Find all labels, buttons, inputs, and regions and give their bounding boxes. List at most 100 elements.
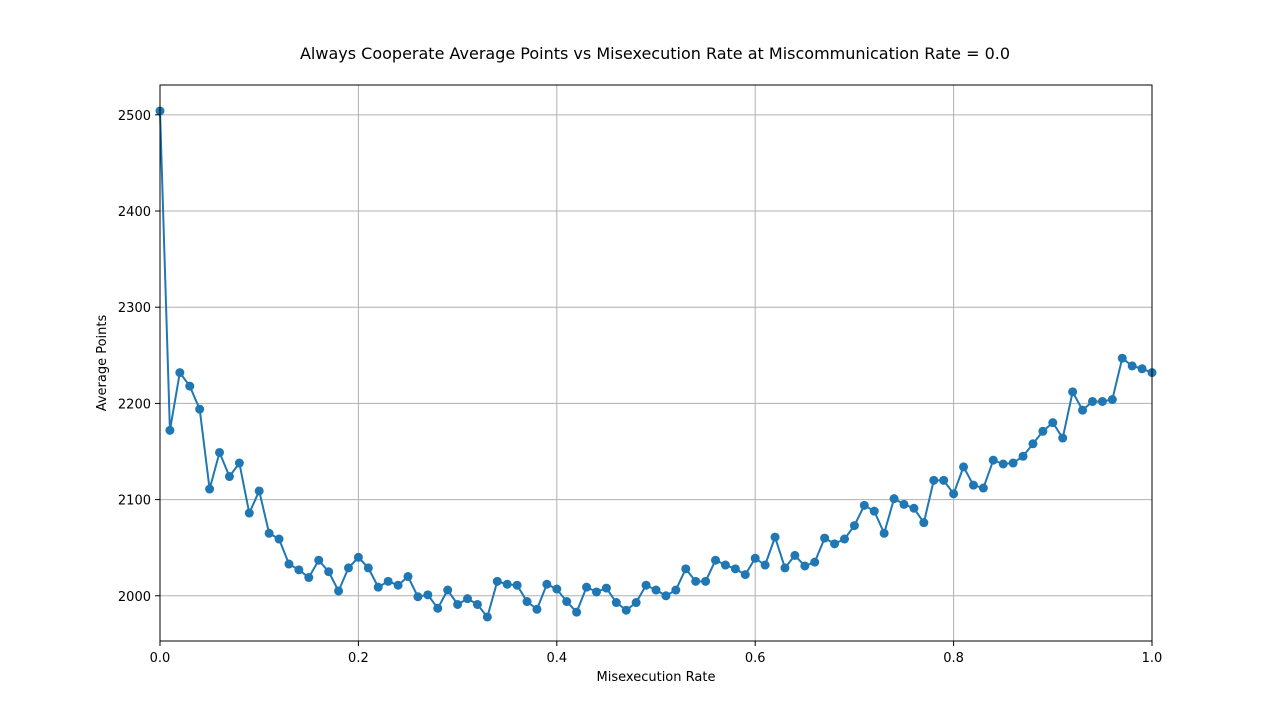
axis-ticks: 0.0 0.2 0.4 0.6 0.8 1.0 2000 2100 2200 2300 2400 25… — [118, 109, 1162, 666]
data-point — [1127, 361, 1137, 371]
data-point — [234, 458, 244, 468]
data-point — [244, 508, 254, 518]
data-point — [393, 580, 403, 590]
y-tick-label: 2000 — [118, 590, 151, 605]
data-point — [1048, 418, 1058, 428]
data-point — [899, 499, 909, 509]
data-point — [730, 564, 740, 574]
data-point — [572, 607, 582, 617]
data-point — [820, 533, 830, 543]
data-point — [671, 585, 681, 595]
x-tick-label: 0.4 — [546, 651, 567, 666]
y-tick-label: 2200 — [118, 397, 151, 412]
data-point — [988, 455, 998, 465]
data-point — [165, 425, 175, 435]
data-point — [939, 475, 949, 485]
data-point — [889, 494, 899, 504]
data-point — [611, 598, 621, 608]
data-point — [651, 585, 661, 595]
data-point — [1137, 364, 1147, 374]
data-point — [433, 603, 443, 613]
data-point — [591, 587, 601, 597]
data-point — [800, 561, 810, 571]
data-point — [641, 580, 651, 590]
data-point — [1087, 396, 1097, 406]
y-tick-label: 2100 — [118, 494, 151, 509]
data-point — [472, 599, 482, 609]
data-point — [582, 582, 592, 592]
data-point — [363, 563, 373, 573]
data-point — [621, 605, 631, 615]
y-tick-label: 2300 — [118, 301, 151, 316]
data-point — [512, 580, 522, 590]
data-point — [215, 447, 225, 457]
data-point — [770, 532, 780, 542]
y-tick-label: 2500 — [118, 109, 151, 124]
data-point — [1107, 395, 1117, 405]
data-point — [443, 585, 453, 595]
data-point — [224, 472, 234, 482]
data-point — [304, 573, 314, 583]
data-point — [681, 564, 691, 574]
plot-area-frame — [159, 84, 1153, 642]
data-point — [1008, 458, 1018, 468]
data-point — [949, 489, 959, 499]
data-point — [353, 552, 363, 562]
data-point — [1038, 426, 1048, 436]
x-tick-label: 0.8 — [943, 651, 964, 666]
data-point — [463, 594, 473, 604]
data-point — [760, 560, 770, 570]
data-point — [274, 534, 284, 544]
data-point — [631, 598, 641, 608]
data-point — [532, 604, 542, 614]
data-point — [859, 500, 869, 510]
data-point — [383, 576, 393, 586]
data-points — [155, 106, 1157, 622]
data-point — [522, 597, 532, 607]
data-point — [691, 576, 701, 586]
data-point — [314, 555, 324, 565]
data-point — [1078, 405, 1088, 415]
data-point — [205, 484, 215, 494]
x-tick-label: 0.2 — [348, 651, 369, 666]
data-point — [492, 576, 502, 586]
data-point — [919, 518, 929, 528]
data-point — [849, 521, 859, 531]
data-point — [601, 583, 611, 593]
data-point — [284, 559, 294, 569]
data-point — [790, 550, 800, 560]
data-point — [482, 612, 492, 622]
data-point — [324, 567, 334, 577]
chart-title: Always Cooperate Average Points vs Misex… — [300, 44, 1010, 63]
x-axis-title: Misexecution Rate — [597, 670, 716, 685]
data-point — [780, 563, 790, 573]
data-point — [879, 528, 889, 538]
data-point — [552, 584, 562, 594]
data-point — [1117, 353, 1127, 363]
y-tick-label: 2400 — [118, 205, 151, 220]
data-point — [968, 480, 978, 490]
x-tick-label: 1.0 — [1142, 651, 1163, 666]
data-point — [294, 565, 304, 575]
data-point — [373, 582, 383, 592]
data-point — [740, 570, 750, 580]
data-point — [1068, 387, 1078, 397]
data-point — [254, 486, 264, 496]
data-point — [542, 579, 552, 589]
data-point — [909, 503, 919, 513]
data-point — [750, 553, 760, 563]
data-point — [978, 483, 988, 493]
data-point — [1018, 451, 1028, 461]
data-point — [711, 555, 721, 565]
data-point — [502, 579, 512, 589]
x-tick-label: 0.0 — [150, 651, 171, 666]
data-point — [453, 599, 463, 609]
data-point — [403, 572, 413, 582]
data-point — [1058, 433, 1068, 443]
data-point — [1097, 396, 1107, 406]
x-tick-label: 0.6 — [745, 651, 766, 666]
data-point — [869, 506, 879, 516]
data-point — [998, 459, 1008, 469]
